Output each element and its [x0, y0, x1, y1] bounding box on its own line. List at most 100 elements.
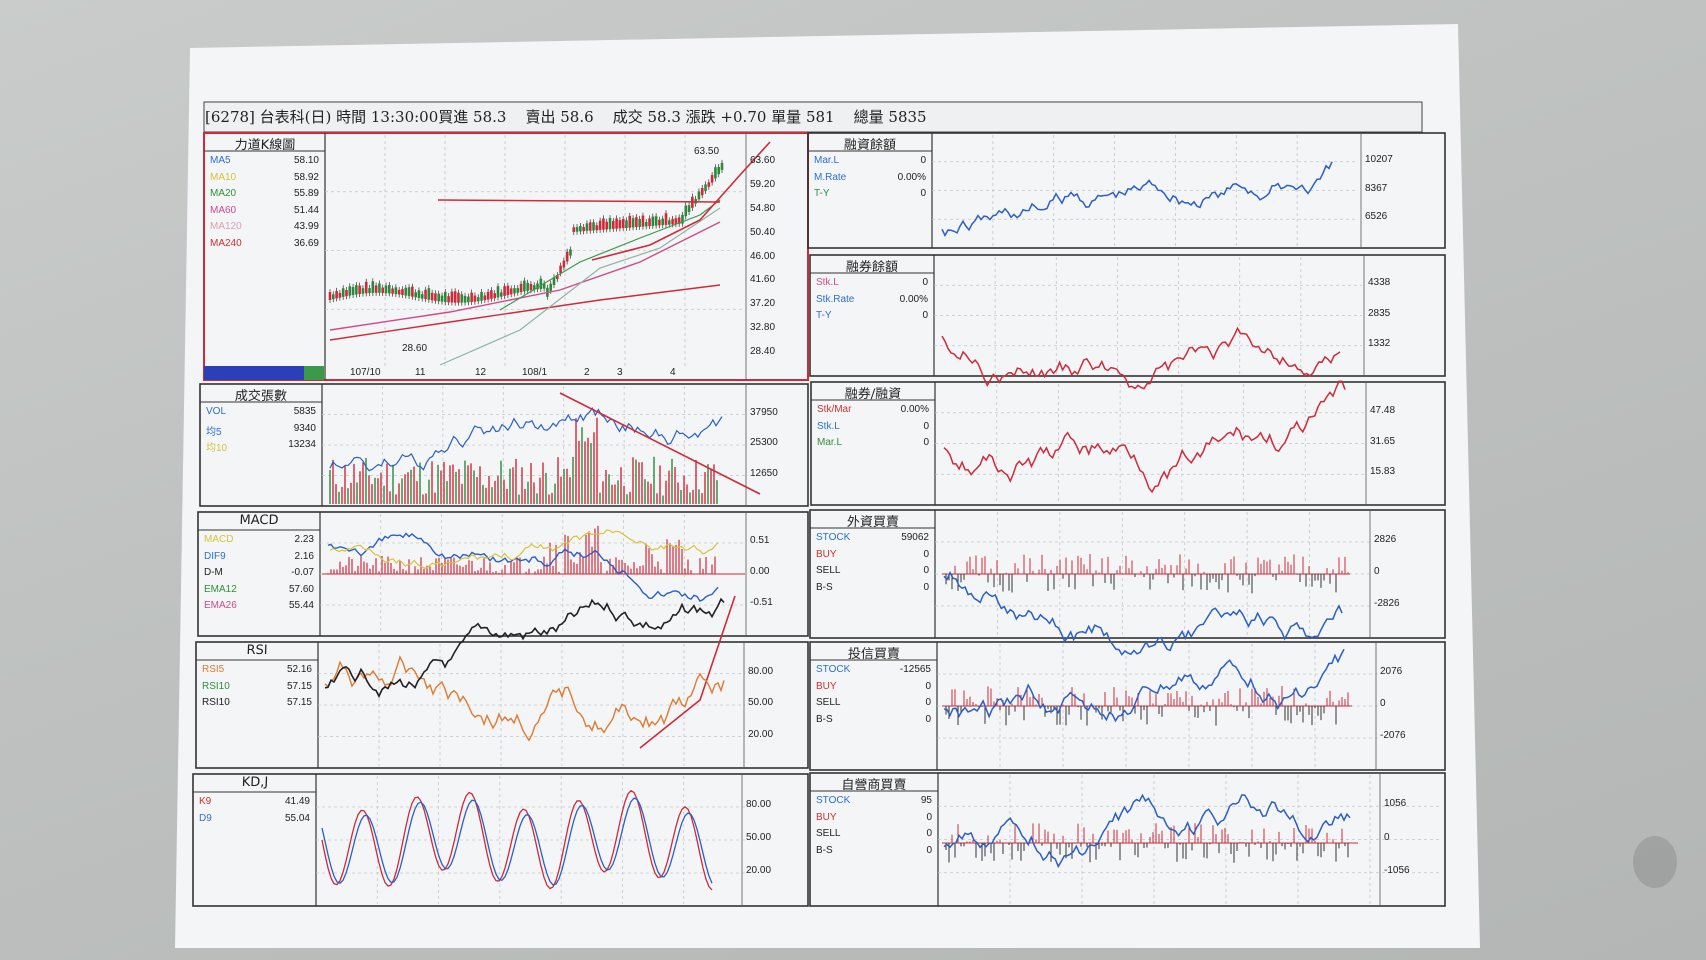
candle-body — [424, 289, 427, 300]
row-value: 43.99 — [293, 221, 319, 232]
axis-label: -1056 — [1384, 864, 1410, 876]
candle-body — [457, 292, 460, 303]
dif-line — [327, 532, 719, 603]
row-value: 0 — [923, 437, 929, 448]
candle-body — [516, 288, 520, 293]
candle-body — [338, 293, 342, 298]
candle-body — [608, 218, 612, 230]
row-label: 均10 — [206, 443, 228, 454]
candle-body — [529, 283, 533, 291]
candle-body — [667, 220, 671, 225]
row-value: 0 — [923, 565, 929, 576]
candle-body — [486, 291, 490, 300]
candle-body — [714, 167, 717, 179]
candle-body — [503, 286, 506, 296]
axis-label: 0 — [1380, 698, 1386, 709]
row-value: 9340 — [293, 422, 316, 434]
ma60 — [329, 221, 721, 331]
row-label: BUY — [816, 811, 837, 823]
date-label: 4 — [670, 367, 676, 378]
row-value: 0 — [920, 155, 926, 166]
candle-body — [355, 285, 358, 295]
candle-body — [641, 215, 645, 227]
panel-title: MACD — [239, 513, 279, 528]
high-label: 63.50 — [694, 146, 720, 157]
header-text: [6278] 台表科(日) 時間 13:30:00買進 58.3 賣出 58.6… — [205, 108, 927, 126]
candle-body — [473, 295, 477, 302]
annotation-line — [437, 199, 721, 203]
row-value: 0.00% — [899, 293, 928, 305]
axis-label: 0 — [1384, 831, 1390, 843]
row-value: 0 — [925, 680, 931, 692]
candle-body — [542, 283, 546, 289]
candle-body — [569, 249, 572, 256]
panel-frame — [809, 641, 1446, 771]
candle-body — [460, 294, 464, 303]
candle-body — [602, 218, 605, 230]
candle-body — [536, 283, 539, 290]
axis-label: 46.00 — [750, 250, 776, 262]
row-value: 0 — [923, 420, 929, 432]
candle-body — [697, 191, 701, 200]
axis-label: 59.20 — [750, 178, 776, 190]
date-label: 12 — [475, 367, 487, 378]
row-label: D9 — [199, 812, 212, 824]
panel-frame — [809, 509, 1446, 639]
candle-body — [539, 278, 543, 289]
panel-frame — [203, 132, 809, 381]
row-value: 55.89 — [293, 188, 319, 199]
row-label: K9 — [199, 796, 212, 807]
candle-body — [618, 220, 622, 229]
row-label: B-S — [816, 713, 833, 725]
row-label: BUY — [816, 680, 837, 692]
panel-title: KD,J — [240, 775, 269, 790]
candle-body — [585, 223, 589, 231]
panel-frame — [807, 132, 1446, 249]
candle-body — [378, 283, 381, 293]
row-value: 55.04 — [284, 812, 310, 824]
candle-body — [658, 219, 661, 226]
row-value: -12565 — [899, 664, 931, 675]
candle-body — [621, 219, 625, 229]
row-label: Stk/Mar — [817, 404, 852, 415]
candle-body — [638, 218, 641, 227]
row-value: 57.15 — [286, 697, 312, 708]
axis-label: 41.60 — [750, 274, 776, 286]
row-value: 5835 — [293, 406, 316, 417]
candle-body — [420, 294, 424, 299]
row-label: RSI10 — [202, 680, 230, 692]
axis-label: 80.00 — [746, 799, 772, 810]
k9 — [321, 789, 713, 891]
foreign-line — [943, 570, 1343, 656]
row-value: 95 — [920, 795, 932, 806]
candle-body — [407, 287, 411, 297]
axis-label: 47.48 — [1370, 404, 1396, 416]
row-label: Stk.L — [816, 277, 839, 288]
axis-label: 20.00 — [748, 728, 774, 740]
candle-body — [453, 291, 457, 303]
axis-label: 6526 — [1365, 211, 1388, 223]
green-bar — [304, 366, 324, 380]
candle-body — [499, 292, 503, 297]
candle-body — [565, 251, 569, 262]
macd-line — [329, 529, 719, 570]
candle-body — [562, 260, 566, 268]
panel-title: 融券/融資 — [844, 387, 902, 402]
axis-label: 15.83 — [1370, 466, 1396, 478]
axis-label: 37.20 — [750, 298, 776, 310]
axis-label: -0.51 — [750, 597, 773, 608]
ma120 — [439, 207, 721, 366]
row-label: Stk.Rate — [816, 293, 855, 305]
candle-body — [467, 296, 470, 303]
panel-title: 成交張數 — [234, 389, 288, 404]
row-label: RSI5 — [202, 664, 225, 675]
row-label: MACD — [204, 534, 234, 545]
row-label: B-S — [816, 844, 833, 856]
candle-body — [519, 283, 523, 293]
panel-title: 力道K線圖 — [233, 138, 295, 153]
row-value: 0.00% — [897, 171, 926, 183]
row-value: 0 — [923, 548, 929, 560]
candle-body — [368, 288, 371, 294]
candle-body — [631, 218, 635, 228]
